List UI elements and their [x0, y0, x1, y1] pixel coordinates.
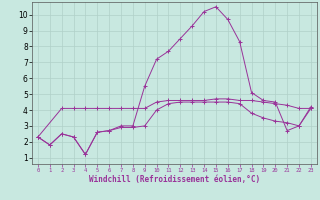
X-axis label: Windchill (Refroidissement éolien,°C): Windchill (Refroidissement éolien,°C)	[89, 175, 260, 184]
